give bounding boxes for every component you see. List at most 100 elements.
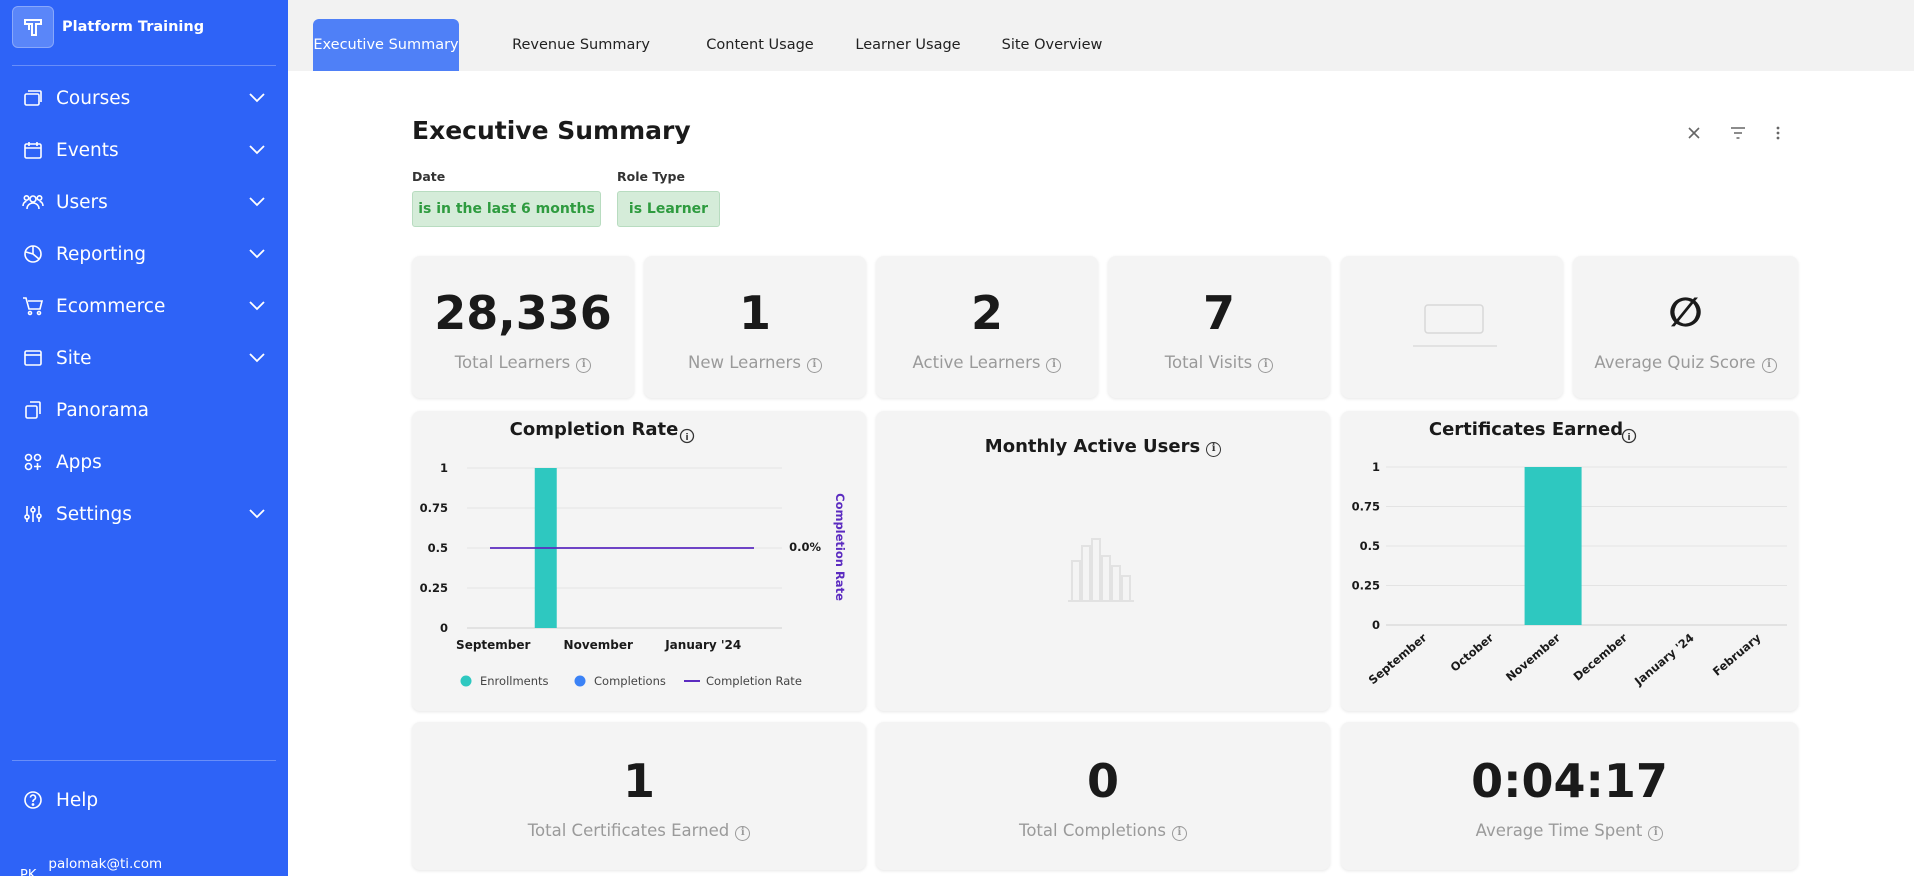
x-tick-label: January '24 (1631, 631, 1697, 689)
kpi-label: Active Learners i (876, 353, 1098, 373)
info-icon[interactable]: i (1648, 826, 1664, 841)
legend-label: Enrollments (480, 674, 549, 688)
tab-learner-usage[interactable]: Learner Usage (855, 37, 961, 53)
kpi-value: 7 (1202, 286, 1235, 340)
info-icon[interactable]: i (1621, 428, 1637, 444)
x-tick-label: January '24 (664, 638, 741, 652)
chevron-down-icon[interactable] (248, 505, 266, 523)
completion-rate-card: Completion Rate i 1 0.75 0.5 0.25 0 0.0% Com… (412, 411, 866, 711)
sidebar-item-label: Users (56, 191, 108, 213)
sidebar-item-label: Panorama (56, 399, 150, 421)
sidebar-nav: Courses Events Users Reporting Ecommerce… (0, 72, 288, 540)
sidebar-item-courses[interactable]: Courses (0, 72, 288, 124)
chevron-down-icon[interactable] (248, 349, 266, 367)
info-icon[interactable]: i (576, 358, 592, 373)
more-vertical-icon[interactable] (1767, 122, 1789, 144)
sidebar-item-ecommerce[interactable]: Ecommerce (0, 280, 288, 332)
sidebar-item-site[interactable]: Site (0, 332, 288, 384)
close-icon[interactable] (1683, 122, 1705, 144)
kpi-label: Average Time Spent i (1341, 821, 1798, 841)
info-icon[interactable]: i (1171, 826, 1187, 841)
legend-item[interactable]: Completion Rate (684, 674, 802, 688)
kpi-value: ∅ (1668, 290, 1703, 336)
role-filter-pill[interactable]: is Learner (617, 191, 720, 227)
sidebar-item-apps[interactable]: Apps (0, 436, 288, 488)
sliders-icon (22, 503, 44, 525)
completion-rate-value-label: 0.0% (789, 540, 821, 554)
sidebar-item-label: Settings (56, 503, 132, 525)
date-filter-pill[interactable]: is in the last 6 months (412, 191, 601, 227)
brand[interactable]: Platform Training (12, 6, 204, 48)
info-icon[interactable]: i (679, 428, 695, 444)
y-tick-label: 1 (440, 461, 448, 475)
certificates-earned-card: Certificates Earned i 1 0.75 0.5 0.25 0 Sept… (1341, 411, 1798, 711)
kpi-label-text: Total Completions (1019, 821, 1166, 840)
kpi-label: Average Quiz Score i (1573, 353, 1798, 373)
loading-placeholder-icon (1413, 304, 1497, 347)
kpi-label-text: New Learners (688, 353, 801, 372)
x-tick-label: November (564, 638, 633, 652)
info-icon[interactable]: i (1206, 442, 1222, 457)
sidebar-item-label: Events (56, 139, 119, 161)
user-profile[interactable]: PK palomak@ti.com (20, 856, 162, 876)
kpi-total-visits: 7 Total Visits i (1108, 256, 1330, 398)
svg-text:i: i (685, 433, 688, 443)
kpi-loading-placeholder (1341, 256, 1563, 398)
sidebar-item-reporting[interactable]: Reporting (0, 228, 288, 280)
average-time-spent-card: 0:04:17 Average Time Spent i (1341, 722, 1798, 870)
legend-swatch (460, 675, 472, 687)
chevron-down-icon[interactable] (248, 193, 266, 211)
kpi-label: Total Learners i (412, 353, 634, 373)
tab-revenue-summary[interactable]: Revenue Summary (512, 37, 650, 53)
sidebar-item-panorama[interactable]: Panorama (0, 384, 288, 436)
sidebar-item-label: Help (56, 789, 99, 811)
chevron-down-icon[interactable] (248, 297, 266, 315)
info-icon[interactable]: i (806, 358, 822, 373)
apps-icon (22, 451, 44, 473)
info-icon[interactable]: i (735, 826, 751, 841)
kpi-value: 28,336 (434, 286, 612, 340)
x-tick-label: October (1448, 630, 1497, 674)
calendar-icon (22, 139, 44, 161)
divider (12, 65, 276, 66)
sidebar-item-users[interactable]: Users (0, 176, 288, 228)
copy-icon (22, 399, 44, 421)
sidebar-item-events[interactable]: Events (0, 124, 288, 176)
info-icon[interactable]: i (1046, 358, 1062, 373)
tab-executive-summary[interactable]: Executive Summary (313, 19, 459, 71)
info-icon[interactable]: i (1761, 358, 1777, 373)
page-title: Executive Summary (412, 116, 691, 145)
x-tick-label: February (1710, 630, 1764, 678)
sidebar-item-label: Ecommerce (56, 295, 166, 317)
kpi-value: 2 (970, 286, 1003, 340)
tab-bar: Executive Summary Revenue Summary Conten… (288, 0, 1914, 71)
chart-title: Certificates Earned (1429, 419, 1623, 440)
tab-content-usage[interactable]: Content Usage (706, 37, 814, 53)
x-tick-label: December (1571, 630, 1631, 683)
legend-item[interactable]: Completions (574, 674, 666, 688)
completion-rate-chart: Completion Rate i 1 0.75 0.5 0.25 0 0.0% Com… (420, 419, 847, 688)
kpi-label: New Learners i (644, 353, 866, 373)
divider (12, 760, 276, 761)
y-tick-label: 0.75 (420, 501, 448, 515)
kpi-label: Total Completions i (876, 821, 1330, 841)
tab-site-overview[interactable]: Site Overview (1001, 37, 1103, 53)
brand-name: Platform Training (62, 19, 205, 35)
chevron-down-icon[interactable] (248, 89, 266, 107)
kpi-total-learners: 28,336 Total Learners i (412, 256, 634, 398)
role-filter-label: Role Type (617, 169, 685, 184)
monthly-active-users-card: Monthly Active Users i (876, 411, 1330, 711)
filter-icon[interactable] (1727, 122, 1749, 144)
chevron-down-icon[interactable] (248, 245, 266, 263)
legend-item[interactable]: Enrollments (460, 674, 549, 688)
info-icon[interactable]: i (1258, 358, 1274, 373)
y-tick-label: 0.5 (428, 541, 448, 555)
sidebar-item-settings[interactable]: Settings (0, 488, 288, 540)
kpi-value: 1 (622, 754, 655, 808)
help-icon (22, 789, 44, 811)
brand-logo (12, 6, 54, 48)
chevron-down-icon[interactable] (248, 141, 266, 159)
kpi-label-text: Average Quiz Score (1594, 353, 1756, 372)
bar-certificates[interactable] (1524, 467, 1582, 625)
sidebar-item-help[interactable]: Help (0, 774, 288, 826)
